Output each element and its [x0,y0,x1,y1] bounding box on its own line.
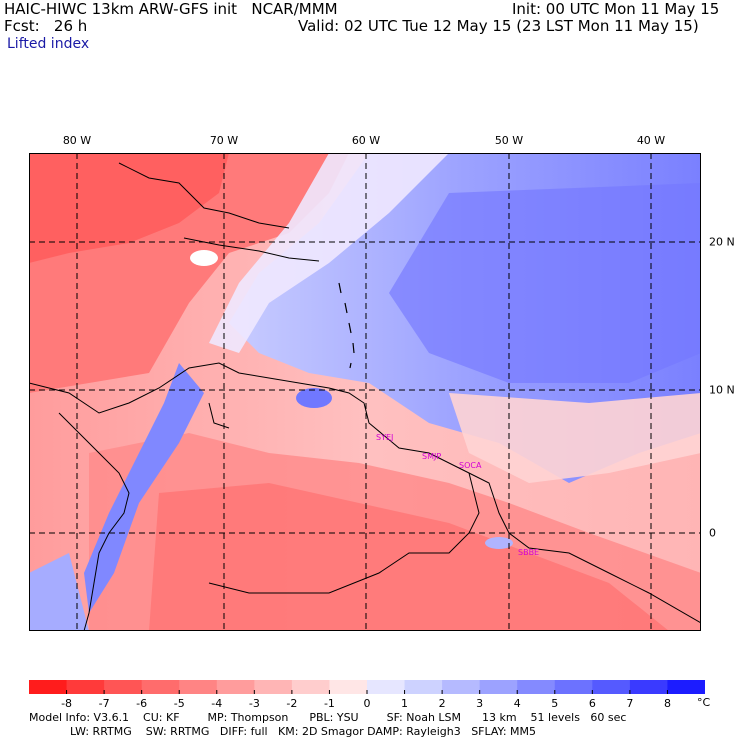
color-scale-box [179,680,218,694]
color-scale-box [291,680,330,694]
init-time: Init: 00 UTC Mon 11 May 15 [512,0,720,18]
color-scale-tick-label: -1 [323,697,335,710]
color-scale-box [667,680,705,694]
color-scale-box [254,680,293,694]
color-scale [29,680,705,694]
station-label-smjp: SMJP [422,452,441,461]
lon-label-50w: 50 W [494,134,524,147]
lifted-index-map: SYEJ SMJP SOCA SBBE [29,153,701,631]
hispaniola-pr-coast [183,237,320,262]
lon-label-40w: 40 W [636,134,666,147]
color-scale-tick-label: 1 [401,697,409,710]
color-scale-box [592,680,631,694]
valid-time: Valid: 02 UTC Tue 12 May 15 (23 LST Mon … [298,17,699,35]
lat-lon-grid [29,153,701,631]
station-label-syej: SYEJ [376,433,393,442]
andes-stable-strip [84,363,204,613]
color-scale-box [629,680,668,694]
color-scale-box [554,680,593,694]
color-scale-tick-label: 2 [438,697,446,710]
color-scale-tick-label: -2 [286,697,298,710]
color-scale-tick-label: -5 [173,697,185,710]
color-scale-tick-label: -8 [61,697,73,710]
color-scale-tick-label: 6 [588,697,596,710]
color-scale-box [104,680,143,694]
lon-label-80w: 80 W [62,134,92,147]
lat-label-0: 0 [709,526,716,540]
stable-spot-2 [485,537,513,549]
color-scale-box [141,680,180,694]
color-scale-tick-label: 8 [663,697,671,710]
color-scale-tick-label: 0 [363,697,371,710]
island-chain [338,282,355,369]
lon-label-70w: 70 W [209,134,239,147]
color-scale-box [329,680,368,694]
color-scale-box [29,680,68,694]
lon-label-60w: 60 W [351,134,381,147]
color-scale-box [442,680,481,694]
southern-core-area [149,483,669,631]
color-scale-tick-label: -4 [211,697,223,710]
model-info-line-1: Model Info: V3.6.1 CU: KF MP: Thompson P… [29,711,627,724]
model-info-line-2: LW: RRTMG SW: RRTMG DIFF: full KM: 2D Sm… [70,725,536,738]
guiana-border [208,472,480,594]
lat-label-20n: 20 N [709,235,735,249]
neutral-spot-1 [190,250,218,266]
color-scale-tick-label: 4 [513,697,521,710]
color-scale-tick-label: -3 [248,697,260,710]
color-scale-tick-label: 5 [551,697,559,710]
station-label-soca: SOCA [459,461,482,470]
station-label-sbbe: SBBE [518,548,539,557]
color-scale-tick-label: 3 [476,697,484,710]
field-name: Lifted index [7,36,90,52]
color-scale-box [479,680,518,694]
greater-antilles-coast [118,162,290,229]
color-scale-tick-label: -7 [98,697,110,710]
stable-core-area [389,183,701,383]
color-scale-box [367,680,406,694]
pacific-coast [58,412,130,631]
lesser-antilles [338,282,355,369]
color-scale-box [404,680,443,694]
map-frame [29,153,701,631]
color-scale-box [517,680,556,694]
lat-label-10n: 10 N [709,383,735,397]
transition-band [209,153,449,353]
stable-spot-1 [296,388,332,408]
color-scale-tick-label: -6 [136,697,148,710]
model-title: HAIC-HIWC 13km ARW-GFS init NCAR/MMM [4,0,338,18]
east-transition-band [449,393,701,483]
northwest-core-area [29,153,229,263]
color-scale-unit: °C [697,696,711,709]
forecast-hour: Fcst: 26 h [4,17,88,35]
color-scale-box [216,680,255,694]
color-scale-box [66,680,105,694]
color-scale-tick-label: 7 [626,697,634,710]
pacific-stable-area [29,553,89,631]
